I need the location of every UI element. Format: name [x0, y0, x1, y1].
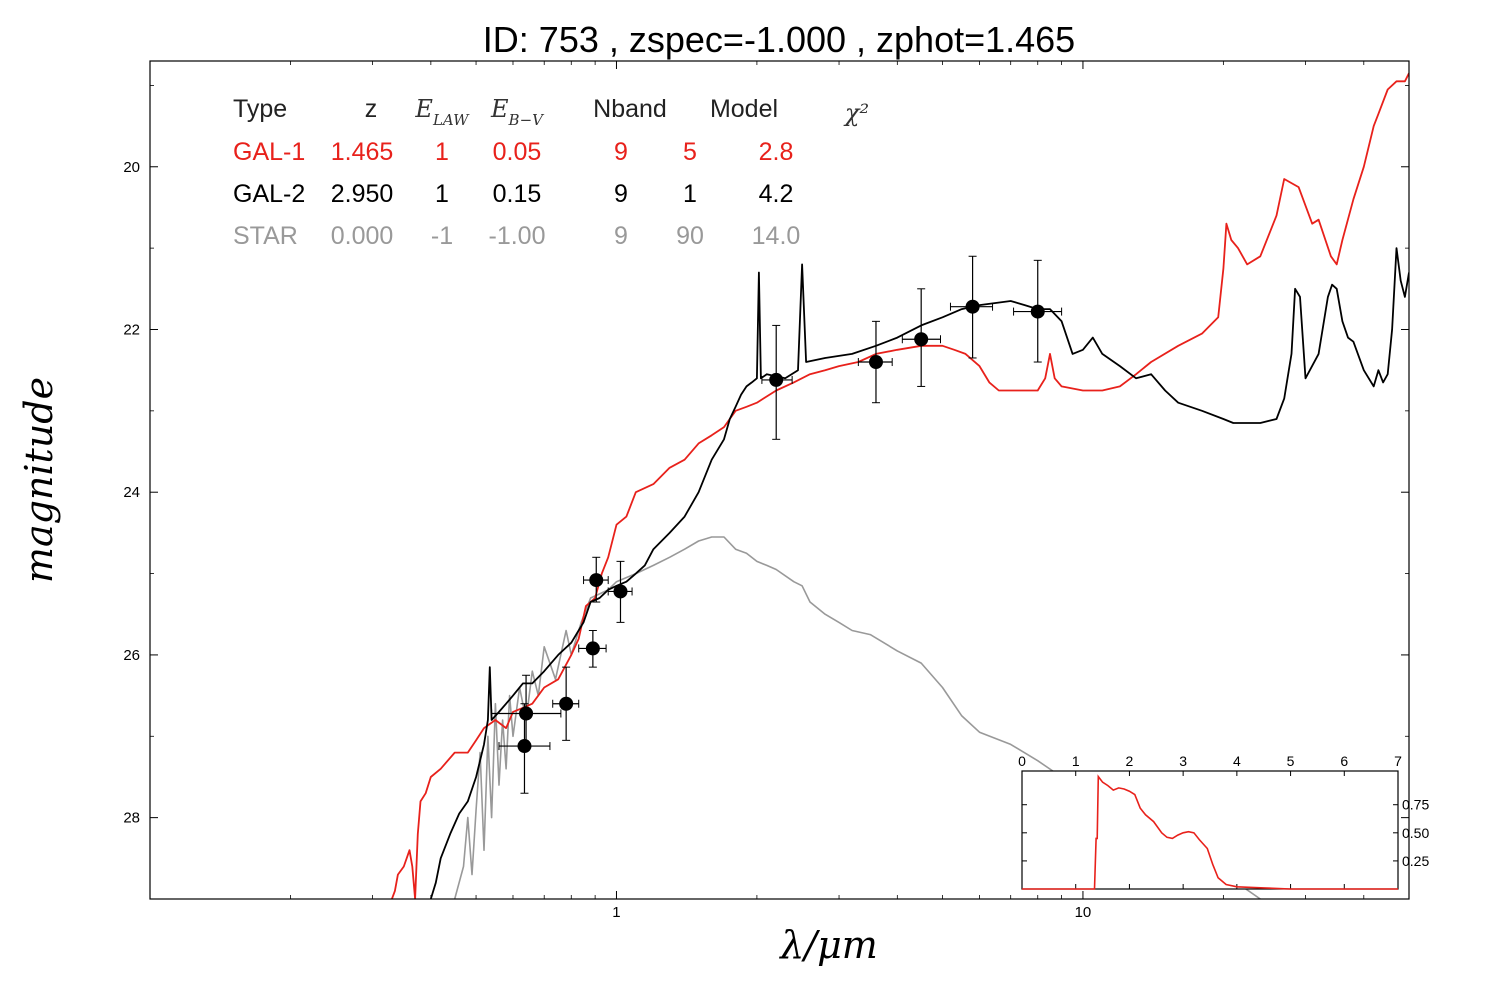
observation-marker: [965, 299, 980, 314]
table-cell: 14.0: [752, 222, 801, 250]
observation-marker: [914, 332, 929, 347]
table-header: Model: [710, 95, 778, 123]
inset-y-tick-label: 0.25: [1402, 853, 1429, 869]
inset-y-tick-label: 0.75: [1402, 797, 1429, 813]
table-cell: 2.8: [759, 138, 794, 166]
x-tick-label: 10: [1075, 904, 1092, 921]
observation-point: [857, 320, 893, 404]
x-tick-label: 1: [612, 904, 620, 921]
table-cell: 1: [435, 138, 449, 166]
observation-marker: [769, 372, 784, 387]
inset-x-tick-label: 1: [1072, 753, 1080, 769]
table-cell: 0.15: [493, 180, 542, 208]
observation-point: [949, 255, 994, 359]
y-tick-label: 28: [123, 810, 140, 827]
table-header: EB−V: [490, 95, 545, 129]
table-cell: GAL-2: [233, 180, 305, 208]
inset-x-tick-label: 6: [1340, 753, 1348, 769]
observation-marker: [517, 739, 532, 754]
table-cell: STAR: [233, 222, 298, 250]
observation-point: [607, 560, 633, 623]
table-header: z: [365, 95, 378, 123]
observation-marker: [585, 641, 600, 656]
chart-title: ID: 753 , zspec=-1.000 , zphot=1.465: [483, 19, 1075, 60]
y-tick-label: 24: [123, 484, 140, 501]
observation-marker: [589, 573, 604, 588]
table-cell: -1: [431, 222, 453, 250]
observation-point: [552, 666, 580, 741]
table-row: STAR 0.000 -1 -1.00 9 90 14.0: [233, 222, 800, 250]
table-header: χ²: [843, 99, 869, 127]
plot-frame: [149, 60, 1410, 900]
x-axis-title: λ/μm: [778, 923, 878, 967]
y-tick-label: 20: [123, 159, 140, 176]
table-cell: GAL-1: [233, 138, 305, 166]
table-cell: 2.950: [331, 180, 394, 208]
observation-marker: [559, 696, 574, 711]
observation-marker: [1030, 304, 1045, 319]
table-cell: 0.05: [493, 138, 542, 166]
table-cell: -1.00: [489, 222, 546, 250]
inset-x-tick-label: 0: [1018, 753, 1026, 769]
table-cell: 9: [614, 180, 628, 208]
observation-point: [583, 556, 609, 603]
table-cell: 0.000: [331, 222, 394, 250]
table-cell: 5: [683, 138, 697, 166]
observed-points: [491, 255, 1063, 794]
observation-point: [901, 288, 941, 387]
table-cell: 1: [435, 180, 449, 208]
observation-point: [1013, 259, 1063, 363]
observation-marker: [519, 706, 534, 721]
observation-point: [498, 703, 551, 794]
table-cell: 1: [683, 180, 697, 208]
table-row: GAL-2 2.950 1 0.15 9 1 4.2: [233, 180, 793, 208]
y-tick-label: 22: [123, 321, 140, 338]
table-row: GAL-1 1.465 1 0.05 9 5 2.8: [233, 138, 793, 166]
observation-point: [491, 674, 562, 749]
table-header: Nband: [593, 95, 667, 123]
plot-border: [149, 60, 1410, 900]
observation-marker: [613, 584, 628, 599]
y-tick-label: 26: [123, 647, 140, 664]
table-cell: 90: [676, 222, 704, 250]
inset-pdf-line: [1022, 774, 1398, 890]
inset-x-tick-label: 3: [1179, 753, 1187, 769]
inset-x-tick-label: 5: [1287, 753, 1295, 769]
inset-x-tick-label: 7: [1394, 753, 1402, 769]
observation-point: [578, 630, 607, 668]
observation-marker: [868, 355, 883, 370]
fit-table: Type z ELAW EB−V Nband Model χ² GAL-1 1.465 1 0.05…: [233, 95, 869, 250]
inset-x-tick-label: 2: [1126, 753, 1134, 769]
inset-y-tick-label: 0.50: [1402, 825, 1429, 841]
inset-frame: [1021, 770, 1399, 890]
table-cell: 9: [614, 222, 628, 250]
inset-x-tick-label: 4: [1233, 753, 1241, 769]
series-gal-2-line: [429, 247, 1409, 899]
pdf-inset: 0 1 2 3 4 5 6 7 0.25 0.50 0.75: [1018, 753, 1429, 890]
observation-point: [761, 324, 793, 440]
table-cell: 4.2: [759, 180, 794, 208]
table-header: ELAW: [414, 95, 470, 129]
y-axis-title: magnitude: [17, 377, 61, 583]
table-header: Type: [233, 95, 287, 123]
table-cell: 9: [614, 138, 628, 166]
series-star-line: [453, 536, 1261, 899]
table-cell: 1.465: [331, 138, 394, 166]
